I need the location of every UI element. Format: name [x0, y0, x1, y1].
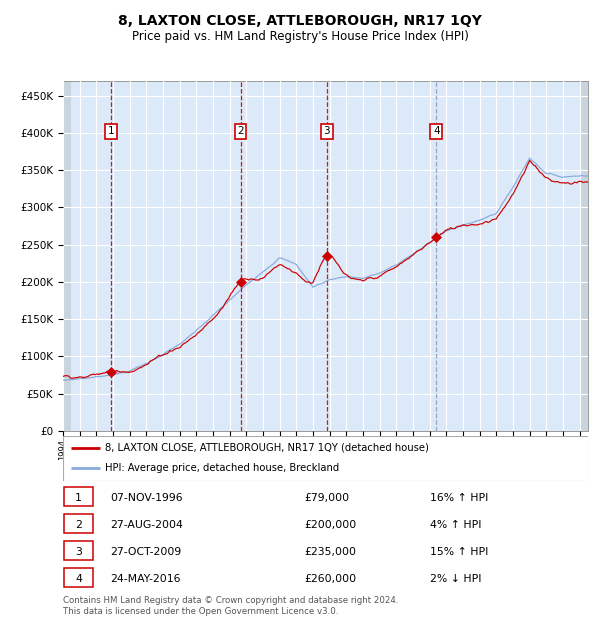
Text: 1: 1 — [75, 493, 82, 503]
Text: 2% ↓ HPI: 2% ↓ HPI — [431, 574, 482, 584]
Text: 2: 2 — [75, 520, 82, 529]
Text: 3: 3 — [75, 547, 82, 557]
Text: 27-OCT-2009: 27-OCT-2009 — [110, 547, 182, 557]
Bar — [64, 541, 93, 560]
Text: £200,000: £200,000 — [305, 520, 357, 529]
Bar — [64, 514, 93, 533]
Bar — [64, 568, 93, 587]
Bar — [63, 81, 71, 431]
Text: 27-AUG-2004: 27-AUG-2004 — [110, 520, 183, 529]
Text: HPI: Average price, detached house, Breckland: HPI: Average price, detached house, Brec… — [105, 463, 339, 474]
Text: Price paid vs. HM Land Registry's House Price Index (HPI): Price paid vs. HM Land Registry's House … — [131, 30, 469, 43]
Text: 4: 4 — [75, 574, 82, 584]
Text: 15% ↑ HPI: 15% ↑ HPI — [431, 547, 489, 557]
Text: 07-NOV-1996: 07-NOV-1996 — [110, 493, 183, 503]
Text: 1: 1 — [107, 126, 114, 136]
Text: Contains HM Land Registry data © Crown copyright and database right 2024.
This d: Contains HM Land Registry data © Crown c… — [63, 596, 398, 616]
Text: 4: 4 — [433, 126, 440, 136]
Bar — [581, 81, 588, 431]
Text: £260,000: £260,000 — [305, 574, 356, 584]
Text: 16% ↑ HPI: 16% ↑ HPI — [431, 493, 489, 503]
Text: 3: 3 — [323, 126, 330, 136]
Text: 8, LAXTON CLOSE, ATTLEBOROUGH, NR17 1QY (detached house): 8, LAXTON CLOSE, ATTLEBOROUGH, NR17 1QY … — [105, 443, 429, 453]
Text: £235,000: £235,000 — [305, 547, 356, 557]
Text: 8, LAXTON CLOSE, ATTLEBOROUGH, NR17 1QY: 8, LAXTON CLOSE, ATTLEBOROUGH, NR17 1QY — [118, 14, 482, 28]
Text: 24-MAY-2016: 24-MAY-2016 — [110, 574, 181, 584]
Bar — [64, 487, 93, 506]
Text: 4% ↑ HPI: 4% ↑ HPI — [431, 520, 482, 529]
Text: £79,000: £79,000 — [305, 493, 350, 503]
Text: 2: 2 — [237, 126, 244, 136]
